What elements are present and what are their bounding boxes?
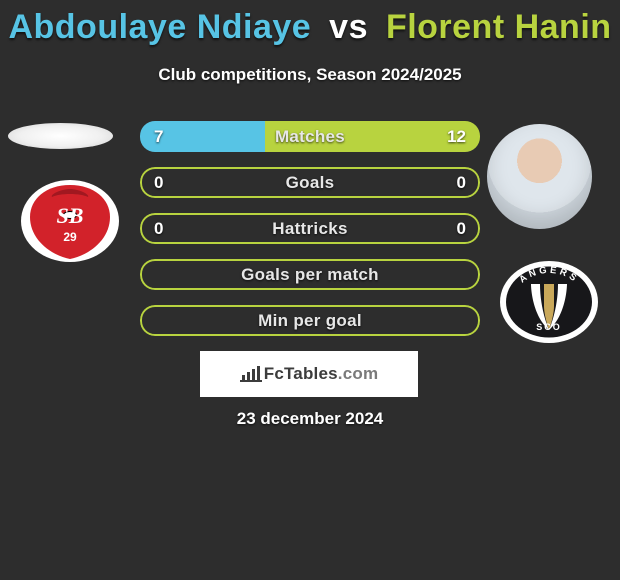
player2-avatar	[487, 124, 592, 229]
comparison-infographic: Abdoulaye Ndiaye vs Florent Hanin Club c…	[0, 0, 620, 580]
vs-text: vs	[329, 8, 368, 46]
player2-name: Florent Hanin	[386, 8, 612, 46]
svg-text:SB: SB	[57, 203, 84, 228]
stat-value-right: 0	[443, 167, 480, 198]
stat-label: Min per goal	[140, 305, 480, 336]
stat-value-left: 7	[140, 121, 177, 152]
page-title: Abdoulaye Ndiaye vs Florent Hanin	[0, 0, 620, 47]
branding-text: FcTables.com	[264, 364, 379, 384]
stats-bars: Matches712Goals00Hattricks00Goals per ma…	[140, 121, 480, 351]
stat-row: Matches7 12	[140, 121, 480, 152]
stat-value-left: 0	[140, 213, 177, 244]
svg-text:29: 29	[63, 230, 77, 244]
stat-row: Goals0 0	[140, 167, 480, 198]
stat-value-right: 0	[443, 213, 480, 244]
subtitle: Club competitions, Season 2024/2025	[0, 65, 620, 85]
player1-avatar	[8, 123, 113, 149]
bar-chart-icon	[240, 366, 262, 382]
player1-club-crest: SB 29	[20, 179, 120, 263]
branding-box: FcTables.com	[200, 351, 418, 397]
stat-value-right: 12	[433, 121, 480, 152]
stat-row: Hattricks0 0	[140, 213, 480, 244]
player1-name: Abdoulaye Ndiaye	[8, 8, 311, 46]
stat-label: Goals per match	[140, 259, 480, 290]
stat-row: Goals per match	[140, 259, 480, 290]
stat-label: Hattricks	[140, 213, 480, 244]
stat-value-left: 0	[140, 167, 177, 198]
stat-row: Min per goal	[140, 305, 480, 336]
svg-text:SCO: SCO	[536, 322, 562, 332]
player2-club-crest: ANGERS SCO	[499, 260, 599, 344]
stat-label: Matches	[140, 121, 480, 152]
stat-label: Goals	[140, 167, 480, 198]
date-text: 23 december 2024	[0, 409, 620, 429]
